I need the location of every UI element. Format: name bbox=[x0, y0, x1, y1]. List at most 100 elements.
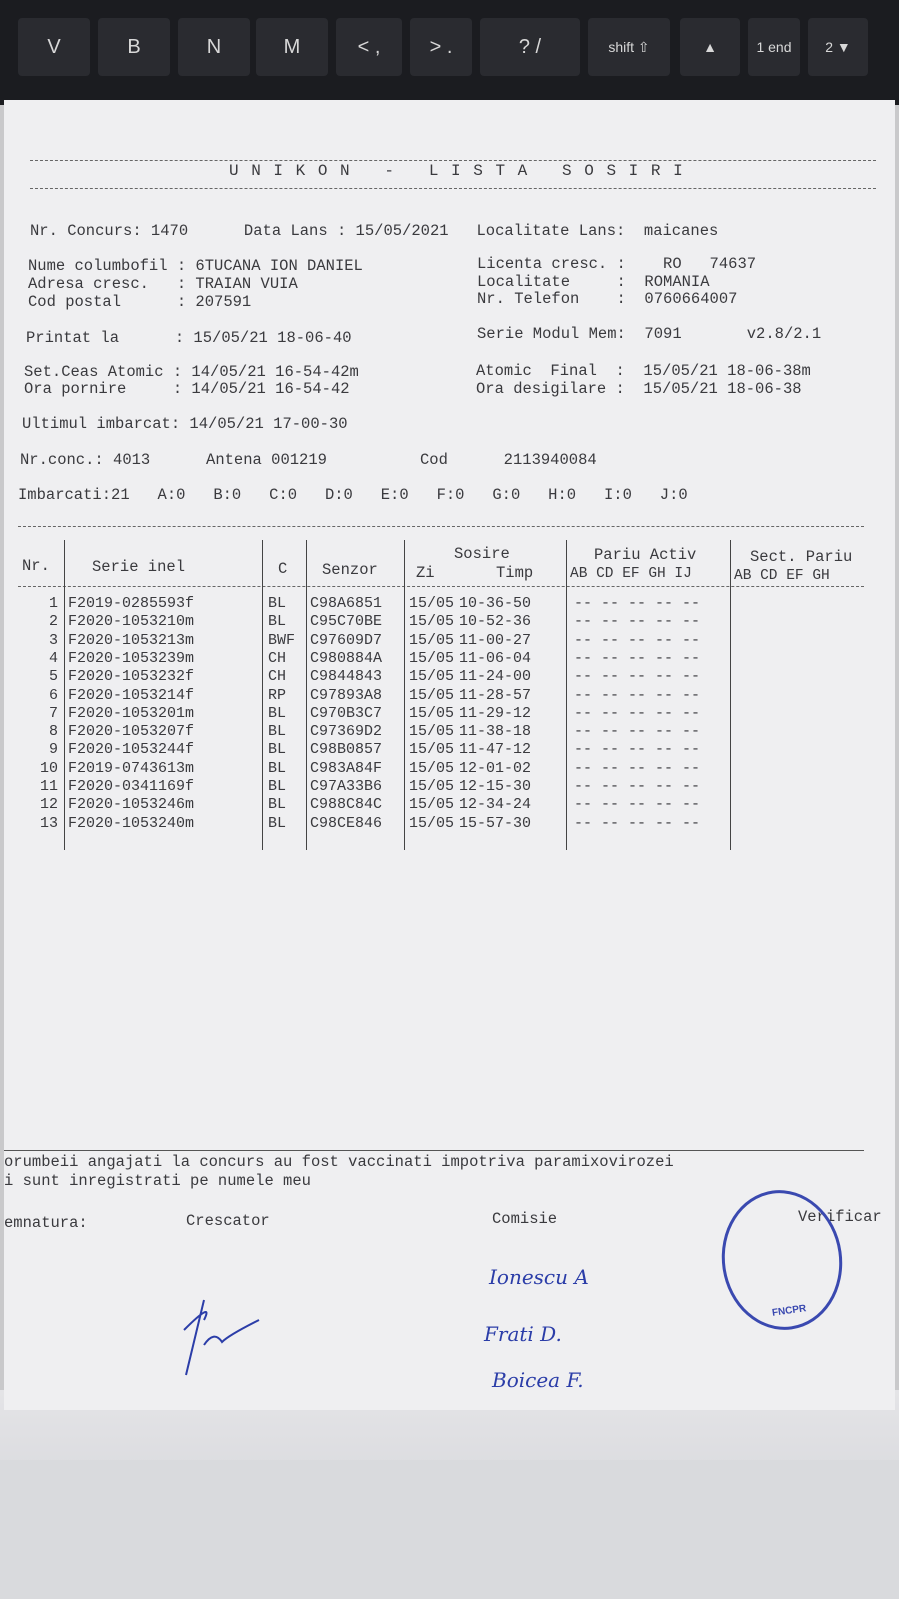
cell-timp: 11-29-12 bbox=[459, 704, 532, 722]
cell-serie: F2020-0341169f bbox=[68, 778, 195, 795]
cell-zi: 15/05 bbox=[409, 649, 455, 667]
table-row: 5 F2020-1053232f CH C9844843 15/05 11-24-00 --… bbox=[4, 668, 884, 686]
cell-zi: 15/05 bbox=[409, 704, 455, 722]
header-c: C bbox=[278, 560, 288, 578]
column-rule bbox=[730, 540, 731, 850]
header-sect: Sect. Pariu bbox=[750, 548, 853, 566]
cell-timp: 11-24-00 bbox=[459, 668, 532, 686]
contest-number-line: Nr.conc.: 4013 Antena 001219 Cod 2113940… bbox=[20, 451, 597, 469]
cell-c: BL bbox=[268, 814, 287, 832]
divider bbox=[30, 160, 876, 161]
commission-signature: Boicea F. bbox=[492, 1368, 584, 1392]
cell-serie: F2020-1053207f bbox=[68, 723, 195, 741]
cell-pariu: -- -- -- -- -- bbox=[574, 759, 701, 777]
column-rule bbox=[64, 540, 65, 850]
cell-timp: 15-57-30 bbox=[459, 814, 532, 832]
cell-serie: F2019-0285593f bbox=[68, 595, 195, 612]
header-pariu: Pariu Activ bbox=[594, 546, 697, 564]
keyboard-key: > . bbox=[410, 18, 472, 76]
cell-pariu: -- -- -- -- -- bbox=[574, 668, 701, 686]
column-rule bbox=[306, 540, 307, 850]
start-time: Ora pornire : 14/05/21 16-54-42 bbox=[24, 380, 350, 398]
table-row: 1 F2019-0285593f BL C98A6851 15/05 10-36-50 --… bbox=[4, 595, 884, 613]
cell-nr: 11 bbox=[39, 778, 58, 795]
cell-timp: 10-36-50 bbox=[459, 595, 532, 612]
cell-timp: 11-47-12 bbox=[459, 741, 532, 759]
keyboard-key: N bbox=[178, 18, 250, 76]
atomic-clock-set: Set.Ceas Atomic : 14/05/21 16-54-42m bbox=[24, 363, 359, 381]
table-row: 11 F2020-0341169f BL C97A33B6 15/05 12-15-30 -… bbox=[4, 778, 884, 796]
cell-senzor: C98B0857 bbox=[310, 741, 383, 759]
cell-senzor: C98CE846 bbox=[310, 814, 383, 832]
arrivals-table: Nr. Serie inel C Senzor Sosire Zi Timp P… bbox=[4, 520, 884, 850]
column-rule bbox=[262, 540, 263, 850]
cell-c: BL bbox=[268, 613, 287, 631]
vaccination-declaration: orumbeii angajati la concurs au fost vac… bbox=[4, 1153, 674, 1171]
header-zi: Zi bbox=[416, 564, 435, 582]
commission-signature: Ionescu A bbox=[489, 1265, 589, 1289]
header-nr: Nr. bbox=[22, 557, 50, 575]
cell-zi: 15/05 bbox=[409, 613, 455, 631]
cell-nr: 9 bbox=[48, 741, 58, 759]
phone: Nr. Telefon : 0760664007 bbox=[477, 290, 738, 308]
table-row: 8 F2020-1053207f BL C97369D2 15/05 11-38-18 --… bbox=[4, 723, 884, 741]
cell-serie: F2020-1053210m bbox=[68, 613, 195, 631]
cell-c: CH bbox=[268, 668, 287, 686]
breeder-label: Crescator bbox=[186, 1212, 270, 1230]
cell-pariu: -- -- -- -- -- bbox=[574, 595, 701, 612]
cell-zi: 15/05 bbox=[409, 686, 455, 704]
table-row: 10 F2019-0743613m BL C983A84F 15/05 12-01-02 -… bbox=[4, 760, 884, 778]
cell-serie: F2020-1053214f bbox=[68, 686, 195, 704]
cell-nr: 8 bbox=[48, 723, 58, 741]
cell-pariu: -- -- -- -- -- bbox=[574, 686, 701, 704]
cell-senzor: C97369D2 bbox=[310, 723, 383, 741]
keyboard-key: M bbox=[256, 18, 328, 76]
cell-timp: 12-15-30 bbox=[459, 778, 532, 795]
commission-label: Comisie bbox=[492, 1210, 558, 1228]
locality: Localitate : ROMANIA bbox=[477, 273, 710, 291]
cell-timp: 11-38-18 bbox=[459, 723, 532, 741]
keyboard: V B N M < , > .? / shift ⇧ ▲ 1 end 2 ▼ bbox=[0, 0, 899, 105]
cell-pariu: -- -- -- -- -- bbox=[574, 723, 701, 741]
keyboard-key: 1 end bbox=[748, 18, 800, 76]
address: Adresa cresc. : TRAIAN VUIA bbox=[28, 275, 298, 293]
cell-c: RP bbox=[268, 686, 287, 704]
cell-nr: 3 bbox=[48, 631, 58, 649]
keyboard-key: 2 ▼ bbox=[808, 18, 868, 76]
column-rule bbox=[566, 540, 567, 850]
unseal-time: Ora desigilare : 15/05/21 18-06-38 bbox=[476, 380, 802, 398]
cell-senzor: C970B3C7 bbox=[310, 704, 383, 722]
keyboard-key: V bbox=[18, 18, 90, 76]
table-row: 9 F2020-1053244f BL C98B0857 15/05 11-47-12 --… bbox=[4, 741, 884, 759]
registration-declaration: i sunt inregistrati pe numele meu bbox=[4, 1172, 311, 1190]
cell-nr: 6 bbox=[48, 686, 58, 704]
cell-c: BL bbox=[268, 723, 287, 741]
cell-c: BWF bbox=[268, 631, 296, 649]
cell-c: BL bbox=[268, 595, 287, 612]
cell-nr: 12 bbox=[39, 796, 58, 814]
cell-nr: 2 bbox=[48, 613, 58, 631]
cell-c: BL bbox=[268, 796, 287, 814]
keyboard-key: ? / bbox=[480, 18, 580, 76]
cell-timp: 12-34-24 bbox=[459, 796, 532, 814]
cell-nr: 13 bbox=[39, 814, 58, 832]
header-senzor: Senzor bbox=[322, 561, 378, 579]
cell-c: BL bbox=[268, 741, 287, 759]
cell-pariu: -- -- -- -- -- bbox=[574, 613, 701, 631]
cell-pariu: -- -- -- -- -- bbox=[574, 741, 701, 759]
table-row: 13 F2020-1053240m BL C98CE846 15/05 15-57-30 -… bbox=[4, 815, 884, 833]
cell-c: BL bbox=[268, 778, 287, 795]
header-sosire: Sosire bbox=[454, 545, 510, 563]
cell-serie: F2020-1053246m bbox=[68, 796, 195, 814]
cell-zi: 15/05 bbox=[409, 796, 455, 814]
header-timp: Timp bbox=[496, 564, 534, 582]
keyboard-key: shift ⇧ bbox=[588, 18, 670, 76]
last-boarded: Ultimul imbarcat: 14/05/21 17-00-30 bbox=[22, 415, 348, 433]
cell-senzor: C988C84C bbox=[310, 796, 383, 814]
cell-pariu: -- -- -- -- -- bbox=[574, 631, 701, 649]
cell-c: BL bbox=[268, 704, 287, 722]
table-row: 3 F2020-1053213m BWF C97609D7 15/05 11-00-27 -… bbox=[4, 632, 884, 650]
cell-pariu: -- -- -- -- -- bbox=[574, 814, 701, 832]
keyboard-key: ▲ bbox=[680, 18, 740, 76]
cell-c: BL bbox=[268, 759, 287, 777]
